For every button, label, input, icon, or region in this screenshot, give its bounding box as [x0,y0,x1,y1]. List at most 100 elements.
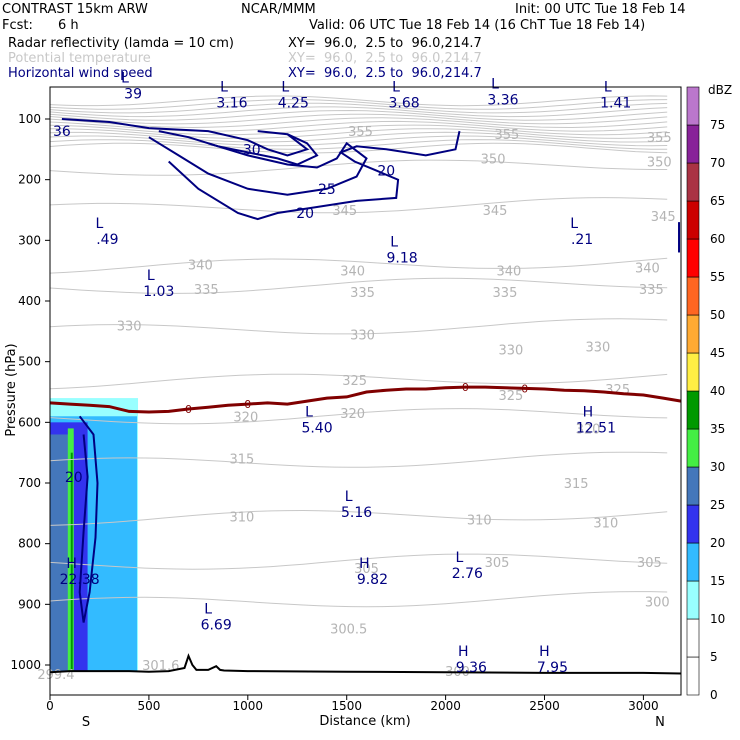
extremum-value-10: 5.40 [301,420,332,436]
theta-label-21: 325 [605,383,630,398]
theta-label-32: 305 [485,556,510,571]
colorbar-label-8: 40 [710,384,725,398]
extremum-type-7: L [390,234,398,250]
field-label-theta: Potential temperature [8,51,151,66]
x-tick-label-4: 2000 [430,699,461,713]
theta-label-15: 335 [639,283,664,298]
y-tick-label-0: 100 [18,112,41,126]
colorbar-label-12: 60 [710,232,725,246]
y-tick-label-6: 700 [18,476,41,490]
theta-label-35: 300.5 [330,623,367,638]
theta-label-24: 320 [340,407,365,422]
x-tick-label-2: 1000 [233,699,264,713]
theta-label-16: 330 [117,319,142,334]
y-tick-label-5: 600 [18,415,41,429]
extremum-type-18: H [539,644,550,660]
freezing-level-layer: 0 0 0 0 [49,381,682,416]
colorbar-label-7: 35 [710,422,725,436]
wind-label-4: 20 [377,164,395,180]
theta-label-17: 330 [350,328,375,343]
colorbar-swatch-4 [686,504,700,544]
theta-line [49,553,668,570]
colorbar-swatch-11 [686,238,700,278]
colorbar-label-2: 10 [710,612,725,626]
x-end-label-right: N [655,715,665,730]
extremum-type-3: L [392,80,400,96]
extremum-value-17: 9.36 [456,660,487,676]
wind-contour-low [78,415,99,623]
colorbar-swatch-0 [686,656,700,696]
extremum-type-17: H [458,644,469,660]
colorbar-label-1: 5 [710,650,718,664]
theta-label-30: 310 [593,516,618,531]
reflectivity-layer [50,398,139,672]
forecast-hour: 6 h [58,18,79,33]
colorbar-swatch-14 [686,124,700,164]
theta-label-4: 350 [647,155,672,170]
theta-label-28: 310 [229,510,254,525]
colorbar-label-0: 0 [710,688,718,702]
theta-label-33: 305 [637,556,662,571]
y-tick-label-7: 800 [18,537,41,551]
theta-line [49,373,668,390]
theta-label-25: 320 [576,422,601,437]
extremum-type-10: L [305,404,313,420]
theta-label-10: 340 [496,265,521,280]
field-label-reflectivity: Radar reflectivity (lamda = 10 cm) [8,36,234,51]
extremum-value-11: 12.51 [576,420,616,436]
theta-label-29: 310 [467,513,492,528]
x-tick-label-1: 500 [137,699,160,713]
terrain-layer [49,653,682,675]
field-xy-theta: XY= 96.0, 2.5 to 96.0,214.7 [288,51,482,66]
wind-label-3: 20 [296,206,314,222]
y-tick-label-4: 500 [18,355,41,369]
extremum-value-18: 7.95 [537,660,568,676]
colorbar-swatch-12 [686,200,700,240]
extremum-type-0: L [121,71,129,87]
theta-label-14: 335 [493,286,518,301]
extremum-type-9: L [147,268,155,284]
theta-line [49,509,668,526]
theta-label-27: 315 [564,477,589,492]
wind-contour-0 [61,118,310,157]
wind-contour-2 [148,136,368,196]
colorbar-label-6: 30 [710,460,725,474]
extremum-value-12: 5.16 [341,505,372,521]
reflectivity-area-5 [70,452,73,672]
x-tick-label-0: 0 [46,699,54,713]
center-name: NCAR/MMM [241,2,316,17]
theta-label-12: 335 [194,283,219,298]
theta-line [49,591,668,608]
theta-label-1: 355 [495,128,520,143]
colorbar-swatch-8 [686,352,700,392]
theta-line [49,124,668,136]
theta-label-2: 355 [647,131,672,146]
x-end-label-left: S [82,715,90,730]
extremum-type-1: L [220,80,228,96]
freezing-level-line [49,385,682,414]
theta-line [49,197,668,214]
theta-label-13: 335 [350,286,375,301]
colorbar-label-10: 50 [710,308,725,322]
forecast-label: Fcst: [2,18,33,33]
theta-label-9: 340 [340,265,365,280]
extremum-type-6: L [95,216,103,232]
theta-label-8: 340 [188,259,213,274]
wind-label-0: 36 [53,124,71,140]
colorbar-label-13: 65 [710,194,725,208]
extremum-value-1: 3.16 [216,96,247,112]
wind-contour-1 [158,130,319,166]
theta-label-18: 330 [498,344,523,359]
y-tick-label-8: 900 [18,597,41,611]
plot-frame [49,86,682,696]
extremum-value-6: .49 [96,232,118,248]
theta-label-23: 320 [233,410,258,425]
theta-label-19: 330 [586,341,611,356]
colorbar-unit: dBZ [708,83,732,97]
wind-label-5: 20 [65,470,83,486]
theta-label-3: 350 [481,152,506,167]
extremum-type-8: L [570,216,578,232]
